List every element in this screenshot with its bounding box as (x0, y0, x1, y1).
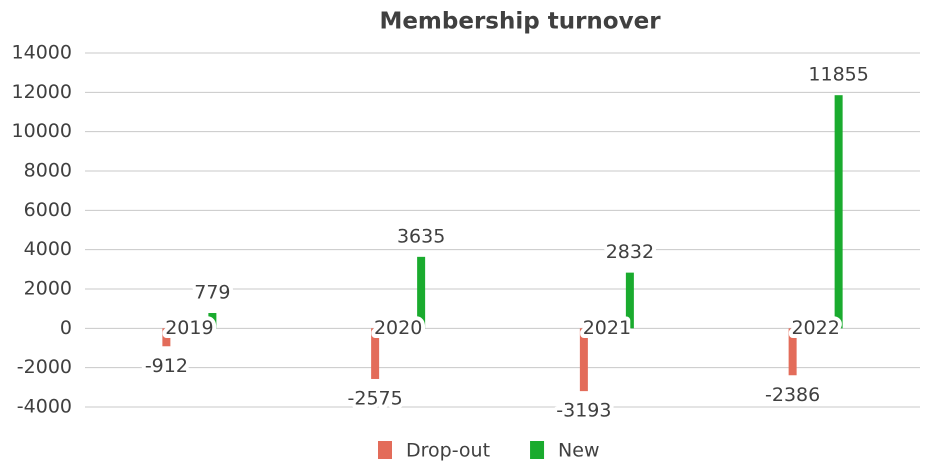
data-label: 779 (194, 282, 230, 304)
bar (371, 328, 380, 379)
y-tick-label: 4000 (24, 238, 72, 260)
bar (788, 328, 797, 376)
legend-label: Drop-out (406, 440, 490, 462)
y-tick-label: 0 (60, 317, 72, 339)
bar (417, 256, 426, 329)
x-tick-label: 2020 (374, 317, 422, 339)
legend-swatch (530, 441, 545, 459)
chart-title: Membership turnover (379, 9, 661, 35)
x-tick-label: 2022 (791, 317, 839, 339)
x-tick-label: 2021 (583, 317, 631, 339)
data-label: -2575 (348, 387, 403, 409)
bar (625, 272, 634, 329)
bar (834, 95, 843, 329)
y-tick-label: 12000 (12, 81, 72, 103)
y-tick-label: 8000 (24, 160, 72, 182)
legend-swatch (378, 441, 392, 459)
y-tick-label: -4000 (17, 396, 72, 418)
data-label: 2832 (606, 241, 654, 263)
bar (162, 328, 171, 347)
y-tick-label: -2000 (17, 356, 72, 378)
data-label: -912 (145, 355, 188, 377)
y-tick-label: 6000 (24, 199, 72, 221)
bar (208, 313, 217, 329)
y-tick-label: 14000 (12, 42, 72, 64)
data-label: 11855 (808, 64, 868, 86)
data-label: -3193 (556, 400, 611, 422)
bar (579, 328, 588, 392)
data-label: -2386 (765, 384, 820, 406)
y-tick-label: 2000 (24, 278, 72, 300)
legend-label: New (558, 440, 599, 462)
x-tick-label: 2019 (165, 317, 213, 339)
y-tick-label: 10000 (12, 120, 72, 142)
data-label: 3635 (397, 225, 445, 247)
